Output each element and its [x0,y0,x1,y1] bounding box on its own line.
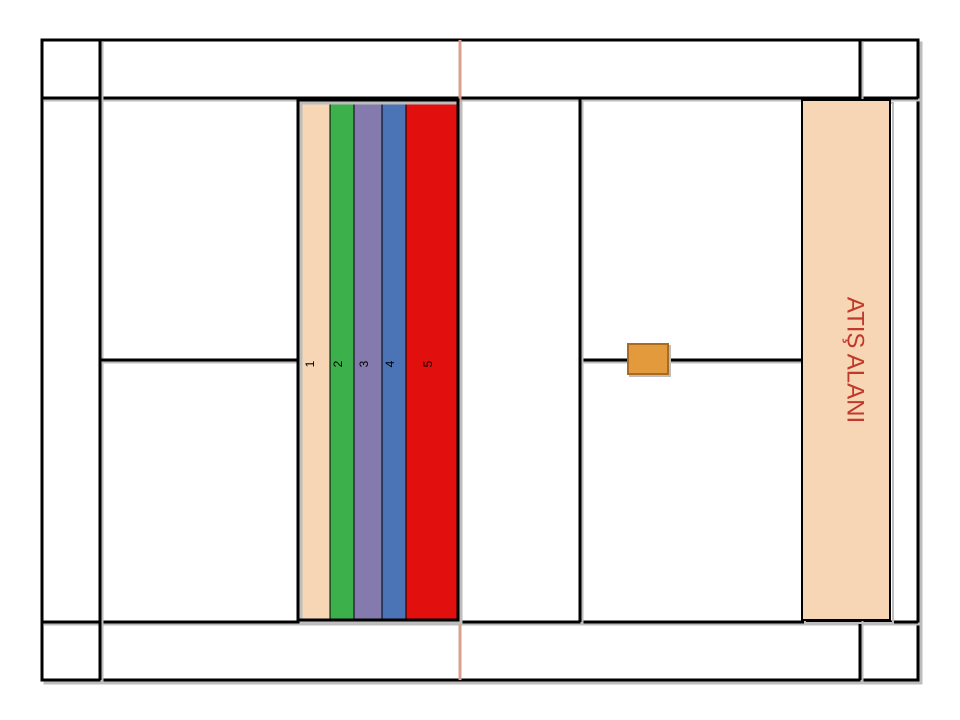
shooting-zone-label: ATIŞ ALANI [842,297,869,423]
target-band-5 [406,100,458,620]
target-band-label: 2 [331,360,345,367]
target-band-2 [330,100,354,620]
target-band-1 [298,100,330,620]
target-band-label: 3 [357,360,371,367]
target-band-label: 1 [303,360,317,367]
target-band-label: 4 [383,360,397,367]
marker-box [628,344,668,374]
target-bands: 1 2 3 4 5 [298,100,461,623]
target-band-label: 5 [421,360,435,367]
target-band-4 [382,100,406,620]
target-band-3 [354,100,382,620]
court-diagram: 1 2 3 4 5 ATIŞ ALANI [42,40,921,683]
